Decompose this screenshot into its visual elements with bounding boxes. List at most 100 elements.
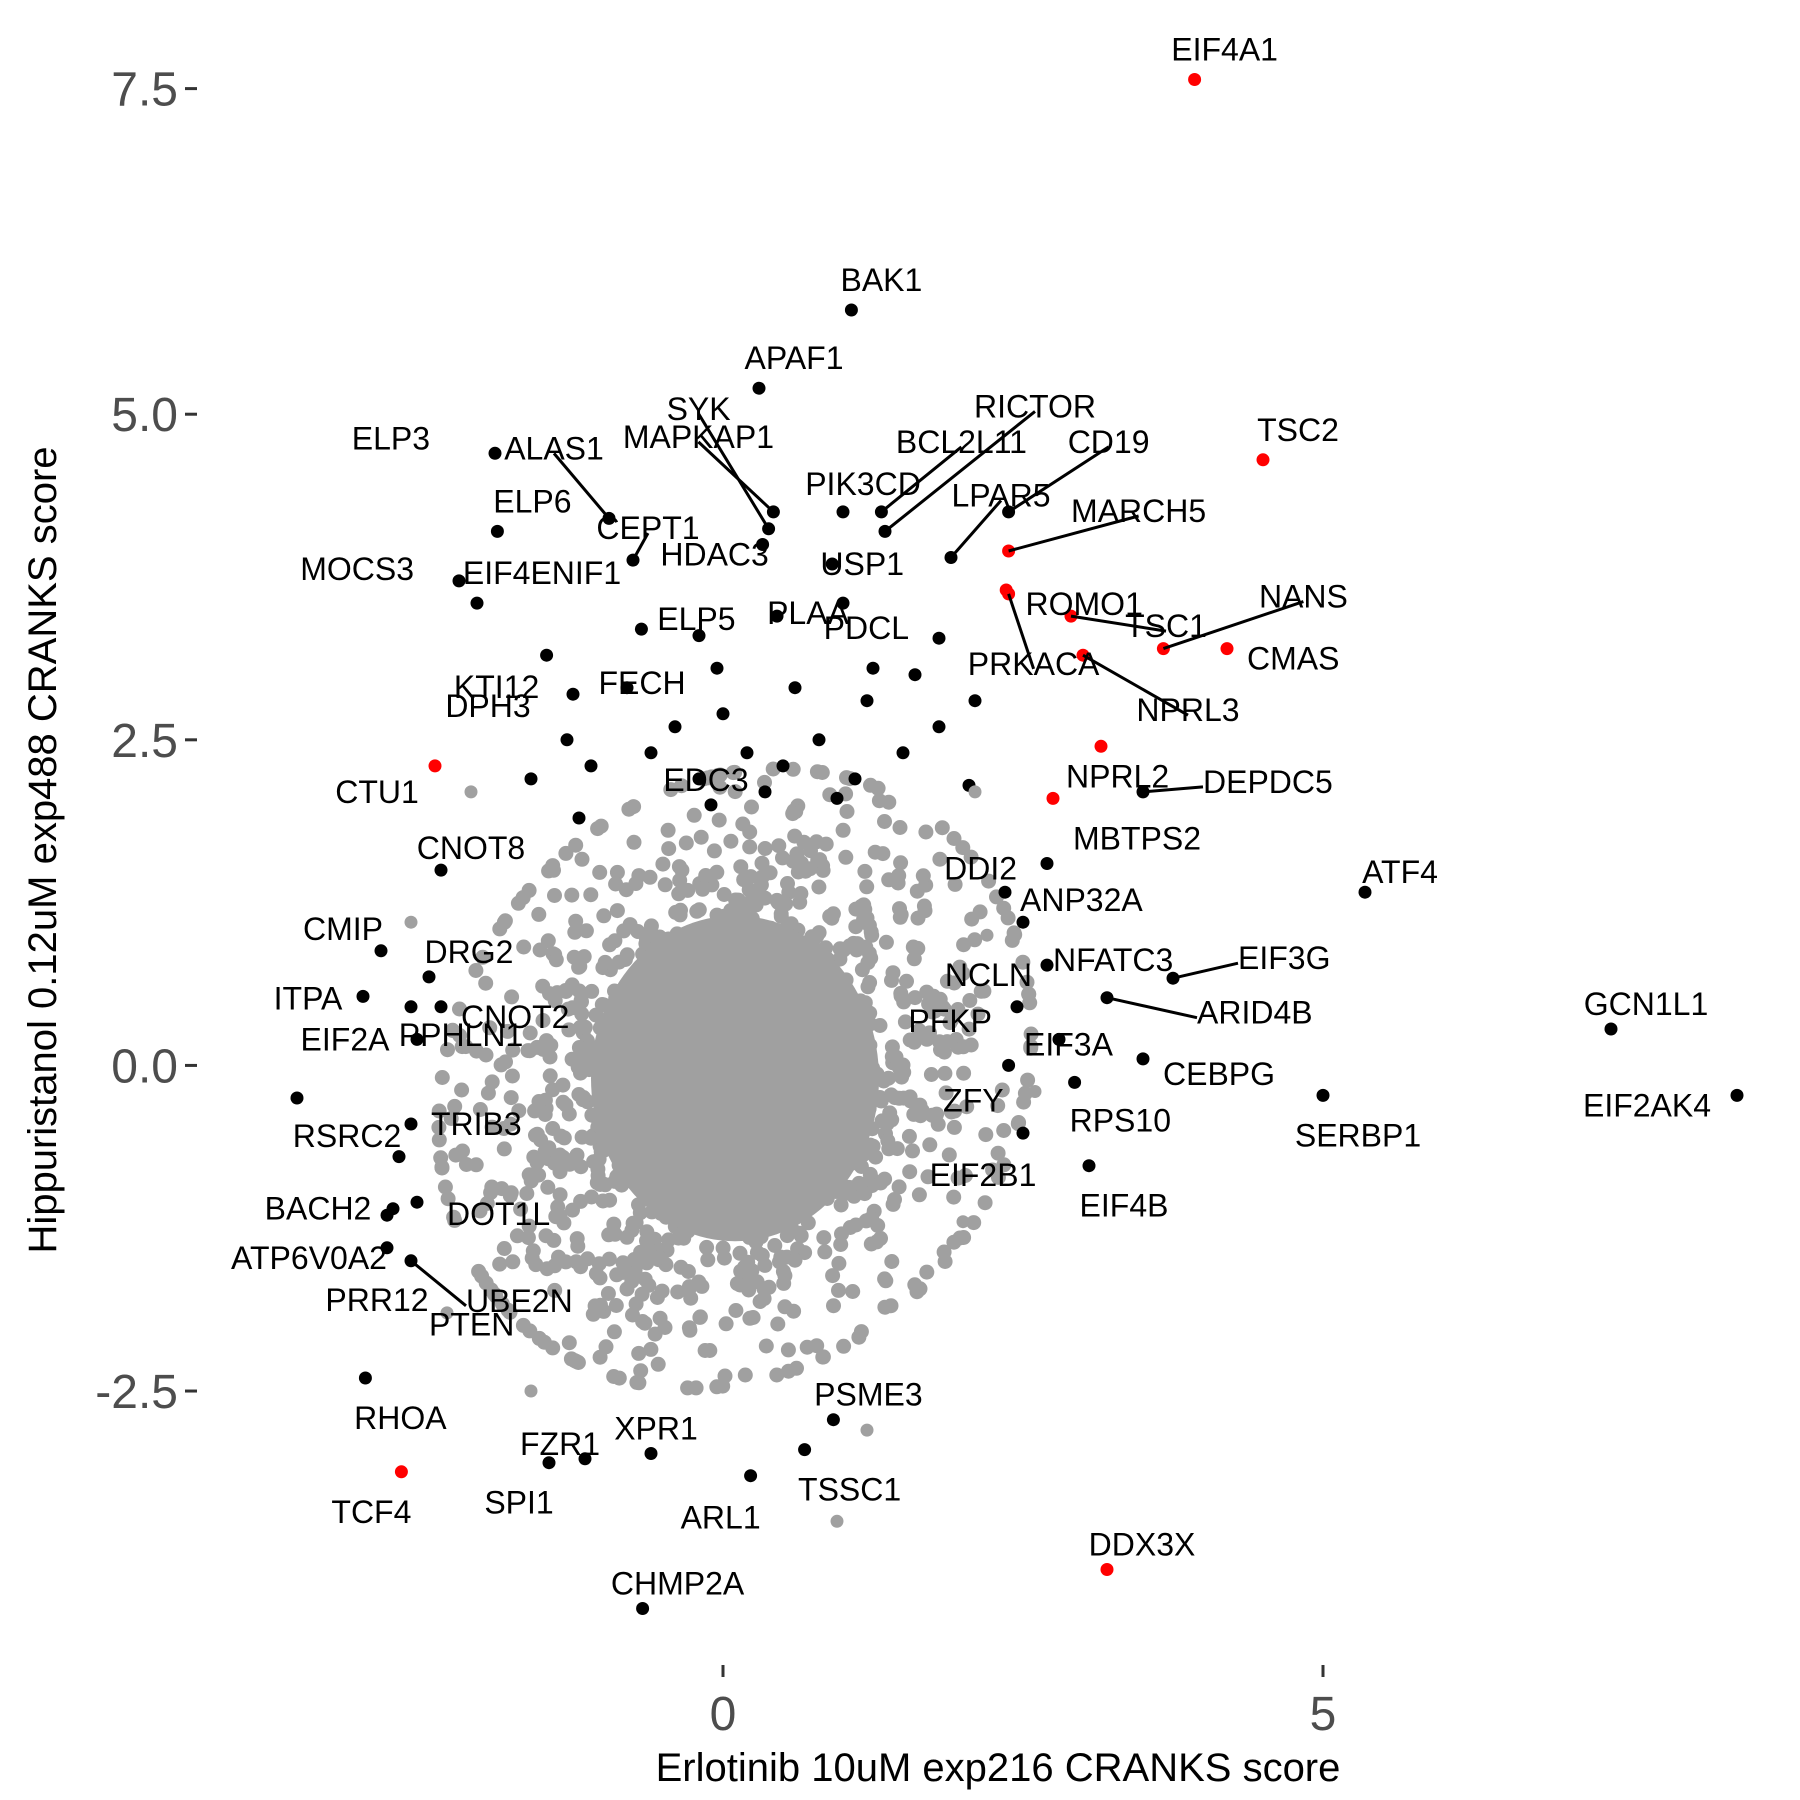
background-gene-point: [445, 1023, 460, 1038]
background-gene-point: [502, 1188, 518, 1204]
background-gene-point: [472, 1203, 488, 1219]
background-gene-point: [592, 1270, 608, 1286]
background-gene-point: [580, 1251, 596, 1267]
background-gene-point: [525, 1243, 541, 1259]
background-gene-point: [592, 1177, 608, 1192]
gene-point-atf4: [1358, 885, 1372, 899]
background-gene-point: [745, 1310, 761, 1325]
gene-point: [464, 785, 478, 799]
gene-point-itpa: [356, 989, 370, 1003]
background-gene-point: [915, 868, 931, 884]
gene-point: [848, 772, 862, 786]
gene-label-syk: SYK: [667, 391, 731, 427]
gene-point-elp3: [488, 446, 502, 460]
gene-point-pdcl: [932, 631, 946, 645]
background-gene-point: [762, 865, 778, 881]
background-gene-point: [963, 849, 979, 865]
background-gene-point: [885, 965, 901, 981]
background-gene-point: [744, 799, 759, 815]
gene-label-eif2b1: EIF2B1: [930, 1157, 1037, 1193]
gene-label-hdac3: HDAC3: [660, 537, 768, 573]
background-gene-point: [626, 1252, 642, 1267]
background-gene-point: [587, 1298, 603, 1314]
background-gene-point: [547, 993, 563, 1009]
background-gene-point: [652, 1310, 668, 1326]
gene-point-xpr1: [644, 1447, 658, 1460]
background-gene-point: [935, 999, 951, 1015]
gene-label-zfy: ZFY: [943, 1082, 1003, 1118]
leader-line-ube2n: [410, 1259, 467, 1307]
gene-labels: EIF4A1 BAK1 APAF1 TSC2 ELP3 ELP6 ALAS1 CEPT1 SYK…: [231, 32, 1711, 1602]
gene-point-fech: [710, 661, 724, 675]
gene-label-fech: FECH: [598, 665, 685, 701]
background-gene-point: [899, 973, 914, 989]
gene-label-eif3g: EIF3G: [1238, 940, 1330, 976]
gene-label-prkaca: PRKACA: [968, 646, 1100, 682]
background-gene-point: [475, 949, 491, 965]
labeled-gene-points: [290, 73, 1744, 1615]
background-gene-point: [680, 882, 696, 898]
background-gene-point: [932, 851, 948, 867]
background-gene-point: [970, 1006, 986, 1022]
background-gene-point: [732, 1245, 748, 1261]
gene-point-mocs3: [452, 574, 466, 588]
background-gene-point: [911, 1023, 927, 1038]
gene-label-cnot2: CNOT2: [461, 999, 569, 1035]
background-gene-point: [735, 816, 751, 832]
y-axis: -2.5 0.0 2.5 5.0 7.5: [95, 64, 197, 1419]
background-gene-point: [817, 1244, 833, 1260]
background-gene-point: [918, 824, 934, 840]
background-gene-point: [787, 1252, 803, 1268]
gene-point: [668, 720, 682, 734]
background-gene-point: [884, 1254, 900, 1269]
background-gene-point: [961, 1021, 977, 1037]
background-gene-point: [950, 1170, 966, 1186]
background-gene-point: [911, 1187, 927, 1203]
gene-label-cept1: CEPT1: [596, 510, 699, 546]
background-gene-point: [574, 1129, 590, 1145]
background-gene-point: [531, 906, 547, 922]
background-gene-point: [947, 876, 963, 892]
gene-label-cebpg: CEBPG: [1163, 1056, 1275, 1092]
background-gene-point: [836, 1338, 852, 1354]
gene-label-cmas: CMAS: [1247, 641, 1339, 677]
background-gene-point: [431, 1119, 447, 1135]
background-gene-point: [742, 839, 758, 855]
background-gene-point: [521, 1218, 537, 1234]
background-gene-point: [780, 1342, 796, 1358]
background-gene-point: [567, 924, 583, 940]
background-gene-point: [733, 859, 749, 875]
background-gene-point: [842, 938, 858, 954]
background-gene-point: [767, 1238, 783, 1253]
background-gene-point: [593, 818, 609, 834]
gene-point-eif2ak4: [1730, 1088, 1744, 1102]
background-gene-point: [564, 887, 580, 903]
background-gene-point: [892, 820, 908, 835]
background-gene-point: [633, 1363, 649, 1379]
gene-point-arl1: [744, 1469, 758, 1483]
background-gene-point: [482, 1020, 498, 1036]
gene-label-bak1: BAK1: [840, 262, 922, 298]
background-gene-point: [535, 1041, 551, 1057]
gene-point: [812, 733, 826, 747]
background-gene-point: [561, 1335, 577, 1351]
gene-label-eif3a: EIF3A: [1024, 1026, 1114, 1062]
leader-line-rictor: [884, 410, 1036, 533]
background-gene-point: [976, 983, 992, 999]
gene-label-ncln: NCLN: [945, 957, 1032, 993]
gene-label-cnot8: CNOT8: [417, 830, 525, 866]
background-gene-point: [686, 807, 702, 823]
gene-point: [770, 609, 784, 623]
background-gene-point: [643, 1341, 659, 1357]
background-gene-point: [946, 1189, 962, 1205]
gene-point-drg2: [422, 970, 436, 984]
gene-point-rsrc2: [290, 1091, 304, 1105]
background-gene-point: [835, 822, 851, 838]
gene-point-cmas: [1220, 642, 1234, 656]
background-gene-point: [816, 1230, 832, 1246]
gene-point-zfy: [1002, 1058, 1016, 1072]
background-gene-point: [547, 888, 562, 903]
background-gene-point: [717, 1368, 733, 1384]
gene-label-apaf1: APAF1: [745, 340, 844, 376]
background-gene-point: [1023, 1040, 1039, 1056]
